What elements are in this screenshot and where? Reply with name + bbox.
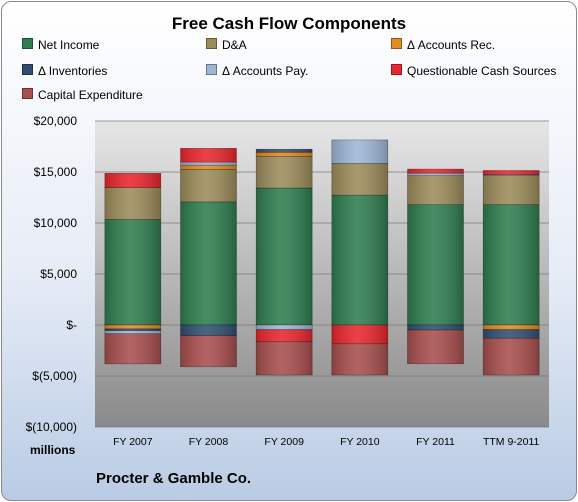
legend-swatch [206, 64, 217, 75]
legend-item-net-income: Net Income [22, 38, 99, 52]
bar-shading [104, 187, 161, 220]
y-tick-label: $15,000 [34, 165, 78, 179]
legend-item-inventories: Δ Inventories [22, 64, 107, 78]
bar-shading [407, 173, 464, 176]
bar-shading [180, 165, 237, 170]
bar-shading [331, 163, 388, 196]
bar-shading [180, 162, 237, 166]
legend-label: Net Income [38, 38, 100, 52]
bar-shading [331, 325, 388, 344]
bar-shading [104, 330, 161, 334]
bar-shading [256, 329, 313, 342]
legend-swatch [22, 88, 33, 99]
bar-shading [483, 204, 540, 325]
bar-shading [104, 325, 161, 329]
bar-shading [180, 335, 237, 367]
legend-swatch [22, 64, 33, 75]
bar-shading [104, 173, 161, 188]
bar-shading [407, 175, 464, 205]
legend-item-da: D&A [206, 38, 247, 52]
bar-shading [104, 328, 161, 331]
company-name: Procter & Gamble Co. [96, 470, 252, 487]
x-tick-label: TTM 9-2011 [483, 436, 540, 448]
legend-item-accounts-rec: Δ Accounts Rec. [391, 38, 495, 52]
units-label: millions [30, 443, 76, 457]
y-tick-label: $20,000 [34, 114, 78, 128]
legend-label: Questionable Cash Sources [407, 64, 557, 78]
bar-shading [256, 149, 313, 153]
bar-shading [180, 148, 237, 163]
legend-item-capital-expenditure: Capital Expenditure [22, 88, 143, 102]
y-tick-label: $(10,000) [26, 420, 77, 434]
bar-shading [407, 325, 464, 331]
bar-shading [104, 333, 161, 364]
bar-shading [331, 343, 388, 375]
y-tick-label: $(5,000) [32, 369, 77, 383]
bar-shading [483, 338, 540, 375]
bar-shading [180, 169, 237, 202]
bar-shading [256, 341, 313, 375]
legend-swatch [22, 38, 33, 49]
legend-swatch [391, 38, 402, 49]
x-tick-label: FY 2011 [416, 436, 455, 448]
legend-label: Δ Accounts Rec. [407, 38, 496, 52]
bar-shading [256, 156, 313, 188]
bar-shading [407, 169, 464, 174]
bar-shading [331, 139, 388, 164]
y-tick-label: $5,000 [40, 267, 77, 281]
y-tick-label: $- [66, 318, 77, 332]
bar-shading [180, 201, 237, 325]
bar-shading [256, 152, 313, 157]
bar-shading [483, 329, 540, 339]
legend-label: Δ Inventories [38, 64, 108, 78]
legend-item-questionable-cash: Questionable Cash Sources [391, 64, 556, 78]
legend-label: Capital Expenditure [38, 88, 143, 102]
x-tick-label: FY 2010 [340, 436, 380, 448]
bar-shading [483, 174, 540, 176]
x-tick-label: FY 2007 [113, 436, 153, 448]
legend-swatch [391, 64, 402, 75]
bar-shading [331, 195, 388, 325]
bar-shading [483, 325, 540, 330]
legend-label: D&A [222, 38, 247, 52]
chart-title: Free Cash Flow Components [171, 14, 407, 33]
x-tick-label: FY 2009 [264, 436, 304, 448]
bar-shading [407, 204, 464, 325]
bar-shading [104, 219, 161, 325]
legend-swatch [206, 38, 217, 49]
bar-shading [483, 175, 540, 205]
bar-shading [483, 170, 540, 175]
legend-item-accounts-pay: Δ Accounts Pay. [206, 64, 309, 78]
bar-shading [180, 325, 237, 336]
bar-shading [256, 325, 313, 330]
legend-label: Δ Accounts Pay. [222, 64, 309, 78]
bar-shading [256, 187, 313, 325]
x-tick-label: FY 2008 [189, 436, 229, 448]
y-tick-label: $10,000 [34, 216, 78, 230]
bar-shading [407, 330, 464, 364]
